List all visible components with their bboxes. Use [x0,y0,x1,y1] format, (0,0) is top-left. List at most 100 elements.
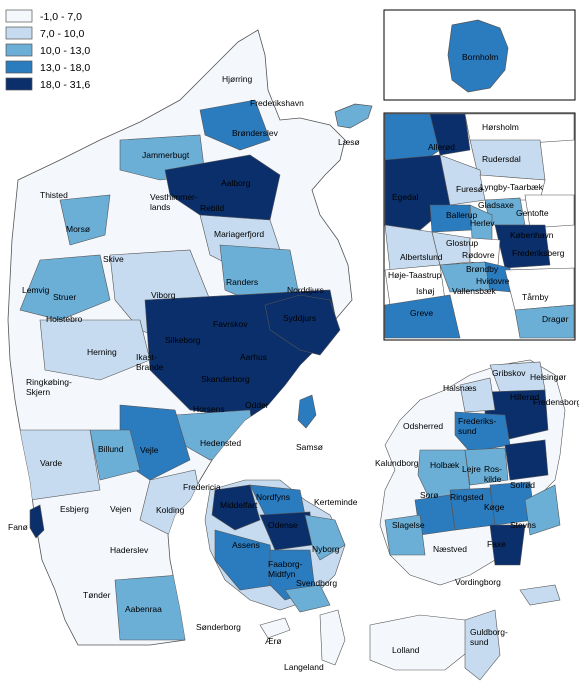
region-label: Nordfyns [256,492,290,502]
fano-island [29,504,45,539]
aero-island [259,617,291,639]
legend-label: 13,0 - 18,0 [40,62,90,74]
laeso-island [334,103,373,129]
copenhagen-label: Gladsaxe [478,200,514,210]
region-label: Læsø [338,137,360,147]
jutland [7,29,353,646]
legend-label: -1,0 - 7,0 [40,11,82,23]
region-label: Odense [268,520,298,530]
legend-label: 10,0 - 13,0 [40,45,90,57]
region-label: Lejre [462,464,481,474]
region-label: Vordingborg [455,577,501,587]
copenhagen-label: Dragør [542,314,569,324]
region-label: Assens [232,540,260,550]
region-label: Guldborg-sund [470,627,508,647]
bornholm-label: Bornholm [462,52,498,62]
copenhagen-label: København [510,230,554,240]
legend-swatch [5,43,33,57]
region-label: Gribskov [492,368,526,378]
legend-label: 7,0 - 10,0 [40,28,85,40]
region-label: Jammerbugt [142,150,190,160]
copenhagen-label: Frederiksberg [512,248,565,258]
region-label: Lemvig [22,285,50,295]
region-label: Ringsted [450,492,484,502]
region-label: Varde [40,458,62,468]
region-label: Viborg [151,290,176,300]
region-label: Skanderborg [201,374,250,384]
region-label: Hjørring [222,74,252,84]
region-label: Middelfart [220,500,258,510]
region-label: Tønder [83,590,111,600]
legend-swatch [5,77,33,91]
region-label: Odsherred [403,421,443,431]
region-label: Morsø [66,224,90,234]
region-label: Ros-kilde [484,464,502,484]
copenhagen-label: Vallensbæk [452,286,497,296]
legend-label: 18,0 - 31,6 [40,79,90,91]
region-label: Hillerød [510,392,540,402]
region-label: Ringkøbing-Skjern [26,377,72,397]
funen [204,479,346,613]
region-label: Norddjurs [287,285,324,295]
region-label: Aalborg [221,178,251,188]
region-label: Helsingør [530,372,567,382]
copenhagen-label: Høje-Taastrup [388,270,442,280]
langeland-island [319,609,346,666]
region-label: Vejle [140,445,159,455]
region-label: Frederiks-sund [458,416,496,436]
legend-swatch [5,26,33,40]
region-label: Fredensborg [533,397,579,407]
region-label: Silkeborg [165,335,201,345]
mon-island [519,584,561,606]
copenhagen-label: Albertslund [400,252,443,262]
region-labels: Hjørring Frederikshavn Læsø Brønderslev Jamm… [8,74,579,672]
region-label: Kerteminde [314,497,358,507]
region-label: Holbæk [430,460,460,470]
region-label: Ikast-Brande [136,352,164,372]
region-label: Holstebro [46,314,83,324]
lolland-falster [369,609,501,681]
legend: -1,0 - 7,0 7,0 - 10,0 10,0 - 13,0 13,0 - 18… [5,9,90,91]
region-label: Nyborg [312,544,340,554]
copenhagen-label: Egedal [392,192,419,202]
copenhagen-label: Hvidovre [476,276,510,286]
region-label: Faxe [487,539,506,549]
copenhagen-label: Rudersdal [482,154,521,164]
region-label: Herning [87,347,117,357]
region-label: Vesthimmer-lands [150,192,198,212]
copenhagen-label: Glostrup [446,238,478,248]
copenhagen-label: Rødovre [462,250,495,260]
region-label: Syddjurs [283,313,316,323]
samso-island [297,394,317,429]
copenhagen-label: Herlev [470,218,495,228]
region-label: Aabenraa [125,604,162,614]
region-label: Odder [245,400,269,410]
region-label: Sorø [420,490,438,500]
region-label: Fredericia [183,482,221,492]
region-label: Aarhus [240,352,267,362]
region-label: Randers [226,277,258,287]
djursland [264,294,341,356]
region-label: Brønderslev [232,128,279,138]
region-label: Svendborg [296,578,337,588]
copenhagen-label: Lyngby-Taarbæk [480,182,544,192]
region-label: Kolding [156,505,185,515]
region-label: Ærø [265,636,282,646]
copenhagen-label: Allerød [428,142,455,152]
region-label: Solrød [510,480,535,490]
region-label: Lolland [392,645,420,655]
region-label: Halsnæs [443,383,477,393]
legend-swatch [5,60,33,74]
copenhagen-label: Tårnby [522,292,549,302]
copenhagen-label: Greve [410,308,433,318]
region-label: Slagelse [392,520,425,530]
copenhagen-inset: Allerød Hørsholm Rudersdal Egedal FuresøLyng… [383,112,576,341]
region-label: Køge [484,502,505,512]
region-label: Favrskov [213,319,248,329]
region-label: Næstved [433,544,467,554]
region-label: Stevns [510,520,536,530]
region-label: Samsø [296,442,323,452]
region-label: Langeland [284,662,324,672]
